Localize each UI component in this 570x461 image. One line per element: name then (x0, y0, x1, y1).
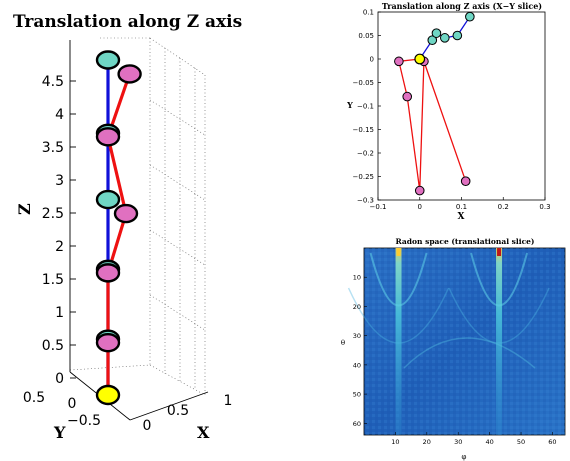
radon-sinusoid-arc (347, 287, 450, 344)
xy-y-tick-label: 0.1 (363, 9, 374, 17)
xy-x-tick-label: 0 (418, 203, 422, 211)
chart-3d-axes (69, 40, 209, 421)
xy-cyan-marker (465, 11, 475, 22)
radon-x-tick-label: 60 (548, 438, 556, 446)
cyan-marker (95, 189, 121, 210)
z-tick-label: 0 (55, 371, 64, 387)
xy-cyan-marker (431, 28, 442, 38)
y-tick-label: 0.5 (23, 390, 45, 406)
xy-y-tick-label: −0.1 (357, 103, 374, 111)
xy-y-tick-label: −0.05 (353, 79, 374, 87)
radon-sinusoid-arc (470, 252, 529, 307)
xy-x-tick-label: −0.1 (370, 203, 387, 211)
xy-y-tick-label: −0.15 (353, 126, 374, 134)
xy-cyan-marker (427, 35, 438, 46)
z-tick-label: 3 (55, 173, 64, 189)
z-tick-label: 4 (55, 107, 64, 123)
y-tick-label: 0 (143, 418, 152, 434)
xy-y-tick-label: −0.25 (353, 173, 374, 181)
chart-3d-grid (69, 37, 206, 396)
xy-y-tick-label: 0.05 (358, 32, 374, 40)
chart-radon-xlabel: φ (462, 453, 467, 461)
xy-y-tick-label: −0.2 (357, 150, 374, 158)
chart-3d-title: Translation along Z axis (13, 12, 242, 32)
radon-peak (497, 248, 502, 256)
xy-origin-marker (414, 53, 426, 65)
chart-xy-xlabel: X (458, 212, 465, 222)
z-tick-label: 1.5 (42, 272, 64, 288)
xy-x-tick-label: 0.2 (498, 203, 509, 211)
xy-cyan-marker (440, 33, 450, 43)
xy-pink-marker (414, 185, 425, 196)
radon-bright-column (395, 248, 402, 435)
x-tick-label: 0 (68, 396, 77, 412)
radon-sinusoid-arc (369, 252, 428, 307)
chart-xy-ylabel: Y (346, 100, 353, 110)
xy-pink-marker (460, 176, 471, 186)
radon-x-tick-label: 40 (485, 438, 493, 446)
pink-marker (117, 64, 142, 84)
pink-marker (113, 203, 139, 224)
xy-y-tick-label: 0 (370, 56, 374, 64)
radon-sinusoid-arc (403, 337, 536, 369)
z-tick-label: 2 (55, 239, 64, 255)
radon-y-tick-label: 30 (353, 332, 361, 340)
origin-marker (95, 384, 121, 406)
chart-3d-y-ticks: −0.5 0.5 0 (23, 390, 152, 434)
radon-x-tick-label: 20 (423, 438, 431, 446)
x-tick-label: 0.5 (167, 403, 189, 419)
chart-3d-xlabel: X (197, 423, 210, 442)
radon-peak (396, 248, 401, 256)
radon-y-tick-label: 20 (353, 303, 361, 311)
z-tick-label: 2.5 (42, 206, 64, 222)
z-tick-label: 4.5 (42, 74, 64, 90)
y-tick-label: −0.5 (67, 413, 101, 429)
z-tick-label: 1 (55, 305, 64, 321)
radon-x-tick-label: 30 (454, 438, 462, 446)
radon-noise (364, 248, 565, 435)
xy-cyan-marker (452, 30, 463, 41)
pink-marker (95, 332, 121, 353)
cyan-marker (95, 50, 121, 70)
chart-radon-title: Radon space (translational slice) (396, 237, 535, 246)
radon-bright-column (496, 248, 503, 435)
radon-sinusoid-arc (448, 287, 550, 344)
chart-3d-translation: Translation along Z axis 00.511.522.533.… (13, 12, 242, 442)
xy-x-tick-label: 0.1 (456, 203, 467, 211)
xy-pink-marker (402, 91, 413, 102)
radon-x-tick-label: 50 (517, 438, 525, 446)
radon-y-tick-label: 60 (353, 420, 361, 428)
z-tick-label: 3.5 (42, 140, 64, 156)
radon-y-tick-label: 50 (353, 391, 361, 399)
radon-y-tick-label: 40 (353, 361, 361, 369)
x-tick-label: 1 (224, 393, 233, 409)
chart-3d-x-ticks: 0 0.51 (68, 393, 233, 419)
radon-x-tick-label: 10 (391, 438, 399, 446)
chart-radon-ylabel: θ (341, 339, 345, 347)
chart-xy-series (394, 11, 475, 196)
radon-features (347, 248, 550, 435)
chart-xy-title: Translation along Z axis (X−Y slice) (382, 1, 542, 11)
xy-pink-marker (394, 56, 404, 67)
chart-3d-z-ticks: 0 0.5 1 1.5 2 2.5 3 3.5 4 4.5 (42, 74, 76, 387)
chart-3d-series (95, 50, 142, 406)
pink-marker (95, 127, 121, 147)
xy-x-tick-label: 0.3 (539, 203, 550, 211)
chart-3d-ylabel: Y (53, 423, 66, 442)
chart-radon-heatmap: Radon space (translational slice) 10 20 30… (341, 237, 566, 461)
chart-xy-slice: Translation along Z axis (X−Y slice) −0.… (346, 1, 550, 222)
z-tick-label: 0.5 (42, 338, 64, 354)
chart-xy-frame (377, 11, 546, 201)
radon-ticks: 10 20 30 40 50 60 10 20 30 40 50 60 (353, 274, 557, 446)
chart-xy-ticks: −0.1 0 0.1 0.2 0.3 0.1 0.05 0 −0.05 −0.1 −0.15 −0.2… (353, 9, 551, 212)
pink-marker (95, 263, 121, 283)
radon-y-tick-label: 10 (353, 274, 361, 282)
chart-3d-zlabel: Z (15, 203, 34, 215)
xy-y-tick-label: −0.3 (357, 197, 374, 205)
